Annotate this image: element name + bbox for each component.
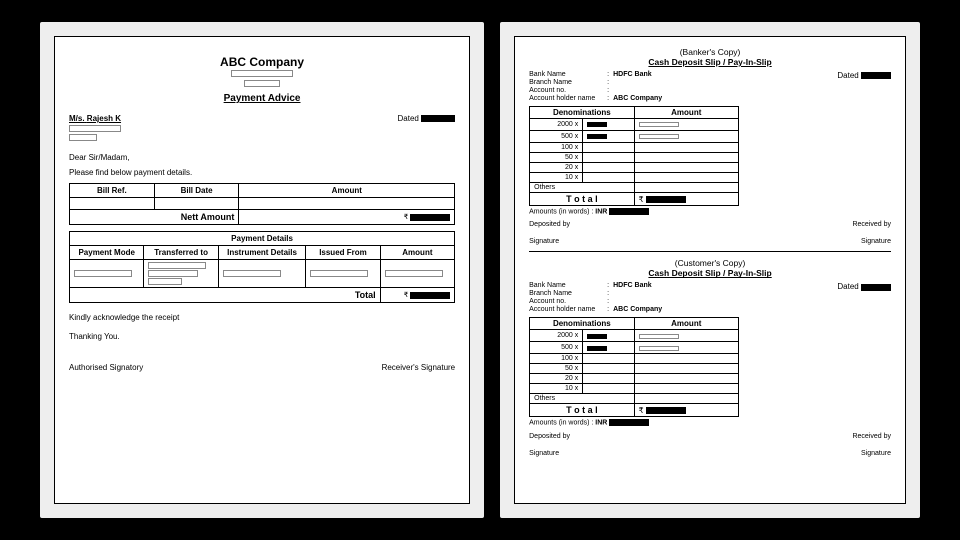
payment-details-title: Payment Details — [70, 232, 455, 246]
ack-text: Kindly acknowledge the receipt — [69, 313, 455, 322]
bill-col-ref: Bill Ref. — [70, 184, 155, 198]
sig-right: Receiver's Signature — [382, 363, 456, 372]
company-name: ABC Company — [69, 55, 455, 69]
section-title: Payment Advice — [69, 93, 455, 104]
denom-table: DenominationsAmount 2000 x 500 x 100 x 5… — [529, 106, 739, 206]
thank-text: Thanking You. — [69, 332, 455, 341]
amount-words: Amounts (in words) : INR — [529, 419, 891, 426]
company-address-block — [69, 69, 455, 87]
copy-label: (Customer's Copy) — [529, 258, 891, 268]
bill-col-amount: Amount — [239, 184, 455, 198]
deposited-by: Deposited by — [529, 221, 570, 228]
salutation: Dear Sir/Madam, — [69, 153, 455, 162]
dated-block: Dated — [837, 71, 891, 80]
deposit-slip-page: (Banker's Copy) Cash Deposit Slip / Pay-… — [514, 36, 906, 504]
table-row — [70, 198, 455, 210]
bill-table: Bill Ref. Bill Date Amount Nett Amount ₹ — [69, 183, 455, 225]
payment-details-table: Payment Details Payment Mode Transferred… — [69, 231, 455, 303]
deposited-by: Deposited by — [529, 433, 570, 440]
table-row — [70, 260, 455, 288]
received-by: Received by — [852, 433, 891, 440]
sig-left: Authorised Signatory — [69, 363, 143, 372]
intro-text: Please find below payment details. — [69, 168, 455, 177]
nett-row: Nett Amount ₹ — [70, 210, 455, 225]
received-by: Received by — [852, 221, 891, 228]
payment-advice-page: ABC Company Payment Advice M/s. Rajesh K… — [54, 36, 470, 504]
dated-block: Dated — [398, 114, 456, 123]
amount-words: Amounts (in words) : INR — [529, 208, 891, 215]
banker-copy: (Banker's Copy) Cash Deposit Slip / Pay-… — [529, 47, 891, 245]
bank-info: Bank Name:HDFC Bank Branch Name: Account… — [529, 71, 662, 102]
payee-block: M/s. Rajesh K — [69, 114, 121, 141]
copy-label: (Banker's Copy) — [529, 47, 891, 57]
slip-title: Cash Deposit Slip / Pay-In-Slip — [529, 268, 891, 278]
dated-block: Dated — [837, 282, 891, 291]
payee-name: Rajesh K — [87, 114, 121, 123]
total-row: Total ₹ — [70, 288, 455, 303]
bill-col-date: Bill Date — [154, 184, 239, 198]
bank-info: Bank Name:HDFC Bank Branch Name: Account… — [529, 282, 662, 313]
customer-copy: (Customer's Copy) Cash Deposit Slip / Pa… — [529, 258, 891, 456]
payee-prefix: M/s. — [69, 114, 85, 123]
denom-table: DenominationsAmount 2000 x 500 x 100 x 5… — [529, 317, 739, 417]
slip-title: Cash Deposit Slip / Pay-In-Slip — [529, 57, 891, 67]
deposit-slip-sheet: (Banker's Copy) Cash Deposit Slip / Pay-… — [500, 22, 920, 518]
payment-advice-sheet: ABC Company Payment Advice M/s. Rajesh K… — [40, 22, 484, 518]
